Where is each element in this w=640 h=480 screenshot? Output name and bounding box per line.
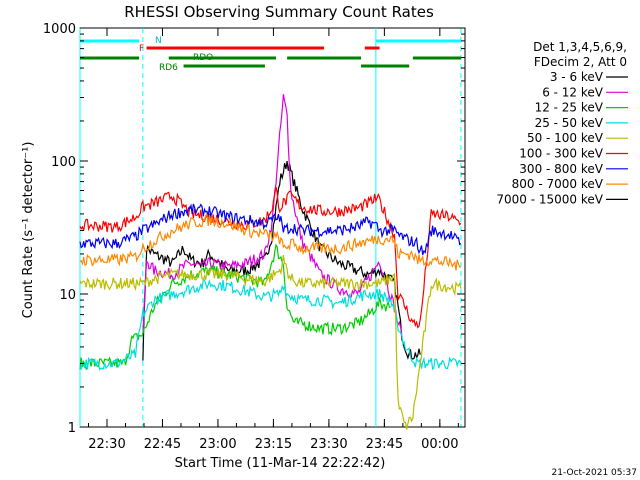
series-line-6 (79, 203, 462, 256)
y-tick-label: 1 (68, 421, 76, 436)
x-tick-label: 22:30 (88, 437, 125, 452)
chart-title: RHESSI Observing Summary Count Rates (124, 3, 434, 21)
plot-area: N F RDO RD6 22:30 22:45 23:00 23:15 23:30 23:45 0… (43, 22, 466, 452)
x-tick-label: 00:00 (421, 437, 458, 452)
flag-label-n: N (155, 36, 162, 46)
flag-label-f: F (139, 44, 144, 54)
x-tick-label: 22:45 (144, 437, 181, 452)
time-markers (79, 28, 462, 427)
legend-header-line-2: FDecim 2, Att 0 (534, 55, 627, 69)
legend-label-1: 6 - 12 keV (542, 85, 604, 99)
legend-label-3: 25 - 50 keV (535, 116, 604, 130)
y-tick-label: 1000 (43, 22, 76, 37)
plot-frame (79, 27, 466, 428)
x-tick-label: 23:30 (310, 437, 347, 452)
legend-label-5: 100 - 300 keV (519, 147, 603, 161)
legend: Det 1,3,4,5,6,9, FDecim 2, Att 0 3 - 6 k… (496, 40, 628, 206)
y-tick-label: 100 (51, 155, 76, 170)
axes: 22:30 22:45 23:00 23:15 23:30 23:45 00:00 1 10 10… (43, 22, 465, 452)
legend-label-6: 300 - 800 keV (519, 162, 603, 176)
legend-label-4: 50 - 100 keV (527, 131, 604, 145)
y-axis-label: Count Rate (s⁻¹ detector⁻¹) (21, 142, 36, 319)
legend-label-8: 7000 - 15000 keV (496, 192, 603, 206)
series-line-2 (79, 243, 391, 371)
y-tick-label: 10 (59, 288, 76, 303)
series-line-0 (142, 161, 421, 361)
legend-label-2: 12 - 25 keV (535, 101, 604, 115)
x-axis-label: Start Time (11-Mar-14 22:22:42) (175, 456, 386, 471)
series-line-3 (79, 278, 462, 371)
legend-label-7: 800 - 7000 keV (512, 177, 604, 191)
legend-header-line-1: Det 1,3,4,5,6,9, (533, 40, 627, 54)
x-tick-label: 23:45 (366, 437, 403, 452)
series-line-5 (79, 186, 462, 329)
series-group (79, 94, 462, 430)
x-tick-label: 23:15 (255, 437, 292, 452)
flag-label-rd6: RD6 (159, 63, 178, 73)
series-line-7 (79, 213, 461, 271)
legend-label-0: 3 - 6 keV (550, 70, 604, 84)
flag-label-rdo: RDO (193, 53, 213, 63)
footer-date: 21-Oct-2021 05:37 (552, 468, 637, 478)
x-tick-label: 23:00 (199, 437, 236, 452)
status-flags: N F RDO RD6 (80, 36, 461, 73)
series-line-4 (79, 255, 462, 430)
